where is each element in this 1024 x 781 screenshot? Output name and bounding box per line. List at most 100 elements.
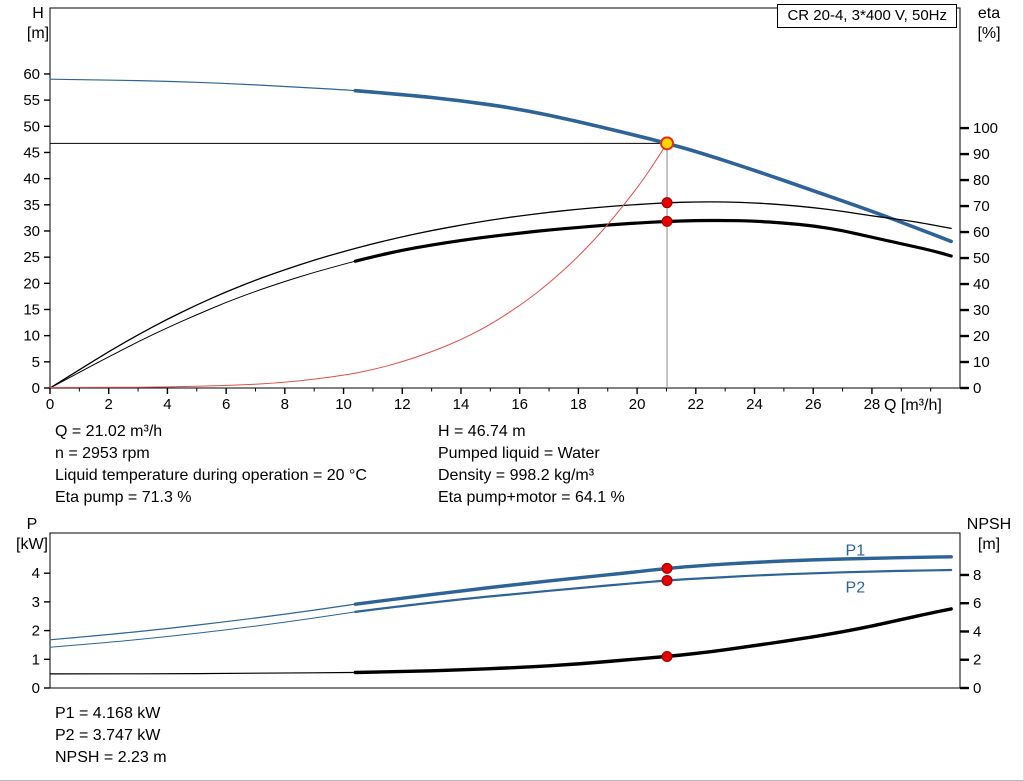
- eta-axis-title-unit: [%]: [977, 25, 1001, 42]
- y-right-tick-label: 90: [973, 146, 990, 163]
- y-right-tick-label: 6: [973, 595, 981, 612]
- y-right-tick-label: 60: [973, 224, 990, 241]
- p-axis-title-unit: [kW]: [16, 536, 48, 553]
- y-right-tick-label: 10: [973, 354, 990, 371]
- x-tick-label: 24: [746, 396, 763, 413]
- eta-pump-motor-point: [661, 215, 673, 227]
- eta-pump-motor-value: Eta pump+motor = 64.1 %: [438, 489, 625, 506]
- power-results-column: P1 = 4.168 kW P2 = 3.747 kW NPSH = 2.23 …: [55, 703, 167, 769]
- p1-label: P1: [846, 542, 866, 559]
- speed-value: n = 2953 rpm: [55, 445, 150, 462]
- x-tick-label: 0: [46, 396, 54, 413]
- y-left-tick-label: 4: [32, 565, 40, 582]
- head-value: H = 46.74 m: [438, 423, 526, 440]
- y-left-tick-label: 25: [23, 249, 40, 266]
- p2-value: P2 = 3.747 kW: [55, 727, 161, 744]
- y-right-tick-label: 20: [973, 328, 990, 345]
- plot-frame: [49, 7, 961, 389]
- x-tick-label: 18: [570, 396, 587, 413]
- npsh-axis-title-symbol: NPSH: [966, 516, 1012, 533]
- y-left-tick-label: 10: [23, 328, 40, 345]
- y-left-tick-label: 0: [32, 680, 40, 697]
- p1-curve-extrapolated: [49, 603, 356, 641]
- q-axis-title: Q [m³/h]: [884, 397, 942, 414]
- y-left-tick-label: 60: [23, 66, 40, 83]
- y-left-tick-label: 2: [32, 623, 40, 640]
- power-npsh-chart: 0 1 2 3 4 0 2 4 6 8 P1 P2: [32, 532, 981, 697]
- eta-pump-motor-curve-extrapolated: [49, 260, 356, 389]
- y-right-tick-label: 80: [973, 172, 990, 189]
- liquid-temperature-value: Liquid temperature during operation = 20…: [55, 467, 367, 484]
- eta-axis-title: eta [%]: [964, 4, 1014, 44]
- y-left-tick-label: 30: [23, 223, 40, 240]
- density-value: Density = 998.2 kg/m³: [438, 467, 595, 484]
- p2-label: P2: [846, 579, 866, 596]
- eta-pump-point: [661, 197, 673, 209]
- y-left-tick-label: 15: [23, 301, 40, 318]
- x-tick-label: 12: [394, 396, 411, 413]
- y-right-tick-label: 2: [973, 652, 981, 669]
- p-axis-title-symbol: P: [26, 516, 38, 533]
- p-axis-title: P [kW]: [8, 515, 56, 555]
- x-tick-label: 8: [281, 396, 289, 413]
- duty-parabola-curve: [49, 142, 668, 388]
- y-left-tick-label: 50: [23, 118, 40, 135]
- y-left-tick-label: 5: [32, 354, 40, 371]
- y-left-tick-label: 1: [32, 651, 40, 668]
- p2-curve-extrapolated: [49, 611, 356, 648]
- h-axis-title-symbol: H: [32, 5, 44, 22]
- h-axis-title: H [m]: [16, 4, 60, 44]
- npsh-curve: [353, 607, 953, 675]
- head-curve-extrapolated: [49, 78, 356, 92]
- npsh-value: NPSH = 2.23 m: [55, 749, 167, 766]
- x-tick-label: 20: [629, 396, 646, 413]
- x-tick-label: 22: [687, 396, 704, 413]
- eta-pump-motor-curve: [353, 218, 953, 263]
- npsh-curve-extrapolated: [49, 671, 356, 675]
- y-right-tick-label: 0: [973, 680, 981, 697]
- x-tick-label: 28: [864, 396, 881, 413]
- pump-variant-label: CR 20-4, 3*400 V, 50Hz: [777, 4, 957, 28]
- x-tick-label: 2: [105, 396, 113, 413]
- y-left-tick-label: 40: [23, 171, 40, 188]
- y-left-tick-label: 45: [23, 144, 40, 161]
- x-tick-label: 10: [335, 396, 352, 413]
- y-right-tick-label: 70: [973, 198, 990, 215]
- y-left-tick-label: 0: [32, 380, 40, 397]
- npsh-axis-title: NPSH [m]: [958, 515, 1020, 555]
- duty-point: [660, 136, 675, 151]
- y-right-tick-label: 40: [973, 276, 990, 293]
- flow-value: Q = 21.02 m³/h: [55, 423, 163, 440]
- x-tick-label: 16: [511, 396, 528, 413]
- eta-pump-curve: [49, 201, 952, 389]
- y-left-tick-label: 3: [32, 594, 40, 611]
- x-tick-label: 6: [222, 396, 230, 413]
- eta-pump-value: Eta pump = 71.3 %: [55, 489, 192, 506]
- duty-results-left-column: Q = 21.02 m³/h n = 2953 rpm Liquid tempe…: [55, 421, 367, 509]
- eta-axis-title-symbol: eta: [977, 5, 1001, 22]
- y-left-tick-label: 55: [23, 92, 40, 109]
- duty-results-right-column: H = 46.74 m Pumped liquid = Water Densit…: [438, 421, 625, 509]
- y-left-tick-label: 20: [23, 275, 40, 292]
- plot-frame: [49, 532, 961, 689]
- y-right-tick-label: 100: [973, 120, 998, 137]
- p1-point: [661, 562, 673, 574]
- head-curve: [353, 88, 953, 244]
- p2-point: [661, 574, 673, 586]
- x-tick-label: 14: [453, 396, 470, 413]
- h-axis-title-unit: [m]: [26, 25, 50, 42]
- x-tick-label: 4: [163, 396, 171, 413]
- qh-eta-chart: 0 2 4 6 8 10 12 14 16 18 20 22 24 26 28051015202530354…: [23, 7, 998, 413]
- npsh-point: [661, 650, 673, 662]
- y-right-tick-label: 0: [973, 380, 981, 397]
- y-right-tick-label: 50: [973, 250, 990, 267]
- pumped-liquid-value: Pumped liquid = Water: [438, 445, 600, 462]
- x-tick-label: 26: [805, 396, 822, 413]
- y-left-tick-label: 35: [23, 197, 40, 214]
- y-right-tick-label: 8: [973, 567, 981, 584]
- y-right-tick-label: 4: [973, 623, 981, 640]
- p1-value: P1 = 4.168 kW: [55, 705, 161, 722]
- npsh-axis-title-unit: [m]: [977, 536, 1001, 553]
